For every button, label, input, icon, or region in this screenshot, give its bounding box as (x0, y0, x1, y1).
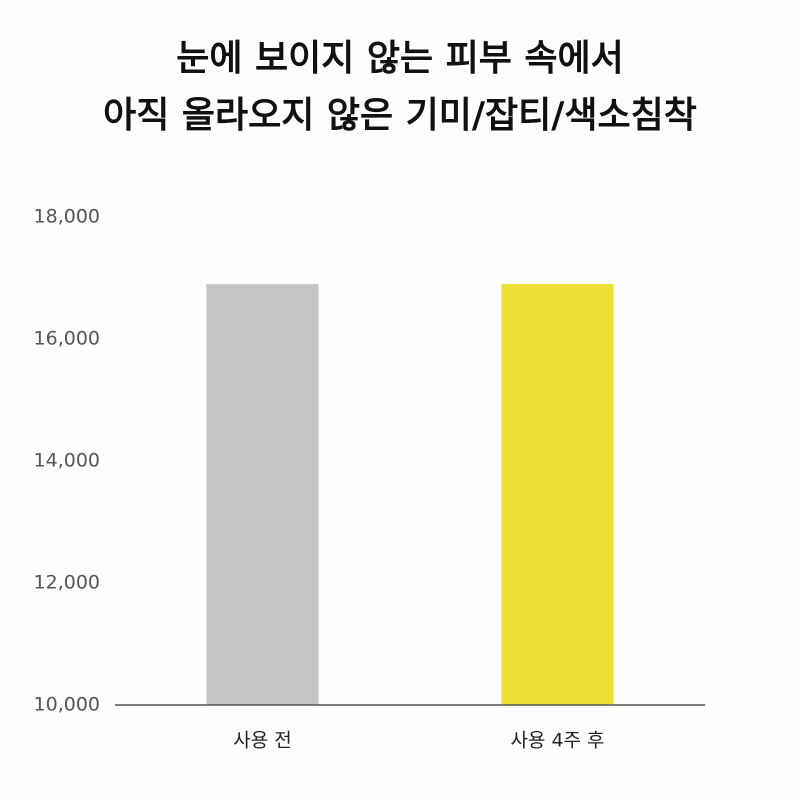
x-tick-label: 사용 4주 후 (510, 730, 604, 752)
x-tick-label: 사용 전 (233, 730, 291, 752)
y-tick-label: 10,000 (34, 694, 100, 716)
y-tick-label: 18,000 (34, 206, 100, 228)
y-tick-label: 16,000 (34, 328, 100, 350)
y-tick-label: 12,000 (34, 572, 100, 594)
y-tick-label: 14,000 (34, 450, 100, 472)
bar (206, 284, 319, 705)
bar (501, 284, 614, 705)
chart-title: 눈에 보이지 않는 피부 속에서 (176, 38, 624, 79)
chart-title: 아직 올라오지 않은 기미/잡티/색소침착 (103, 95, 697, 136)
